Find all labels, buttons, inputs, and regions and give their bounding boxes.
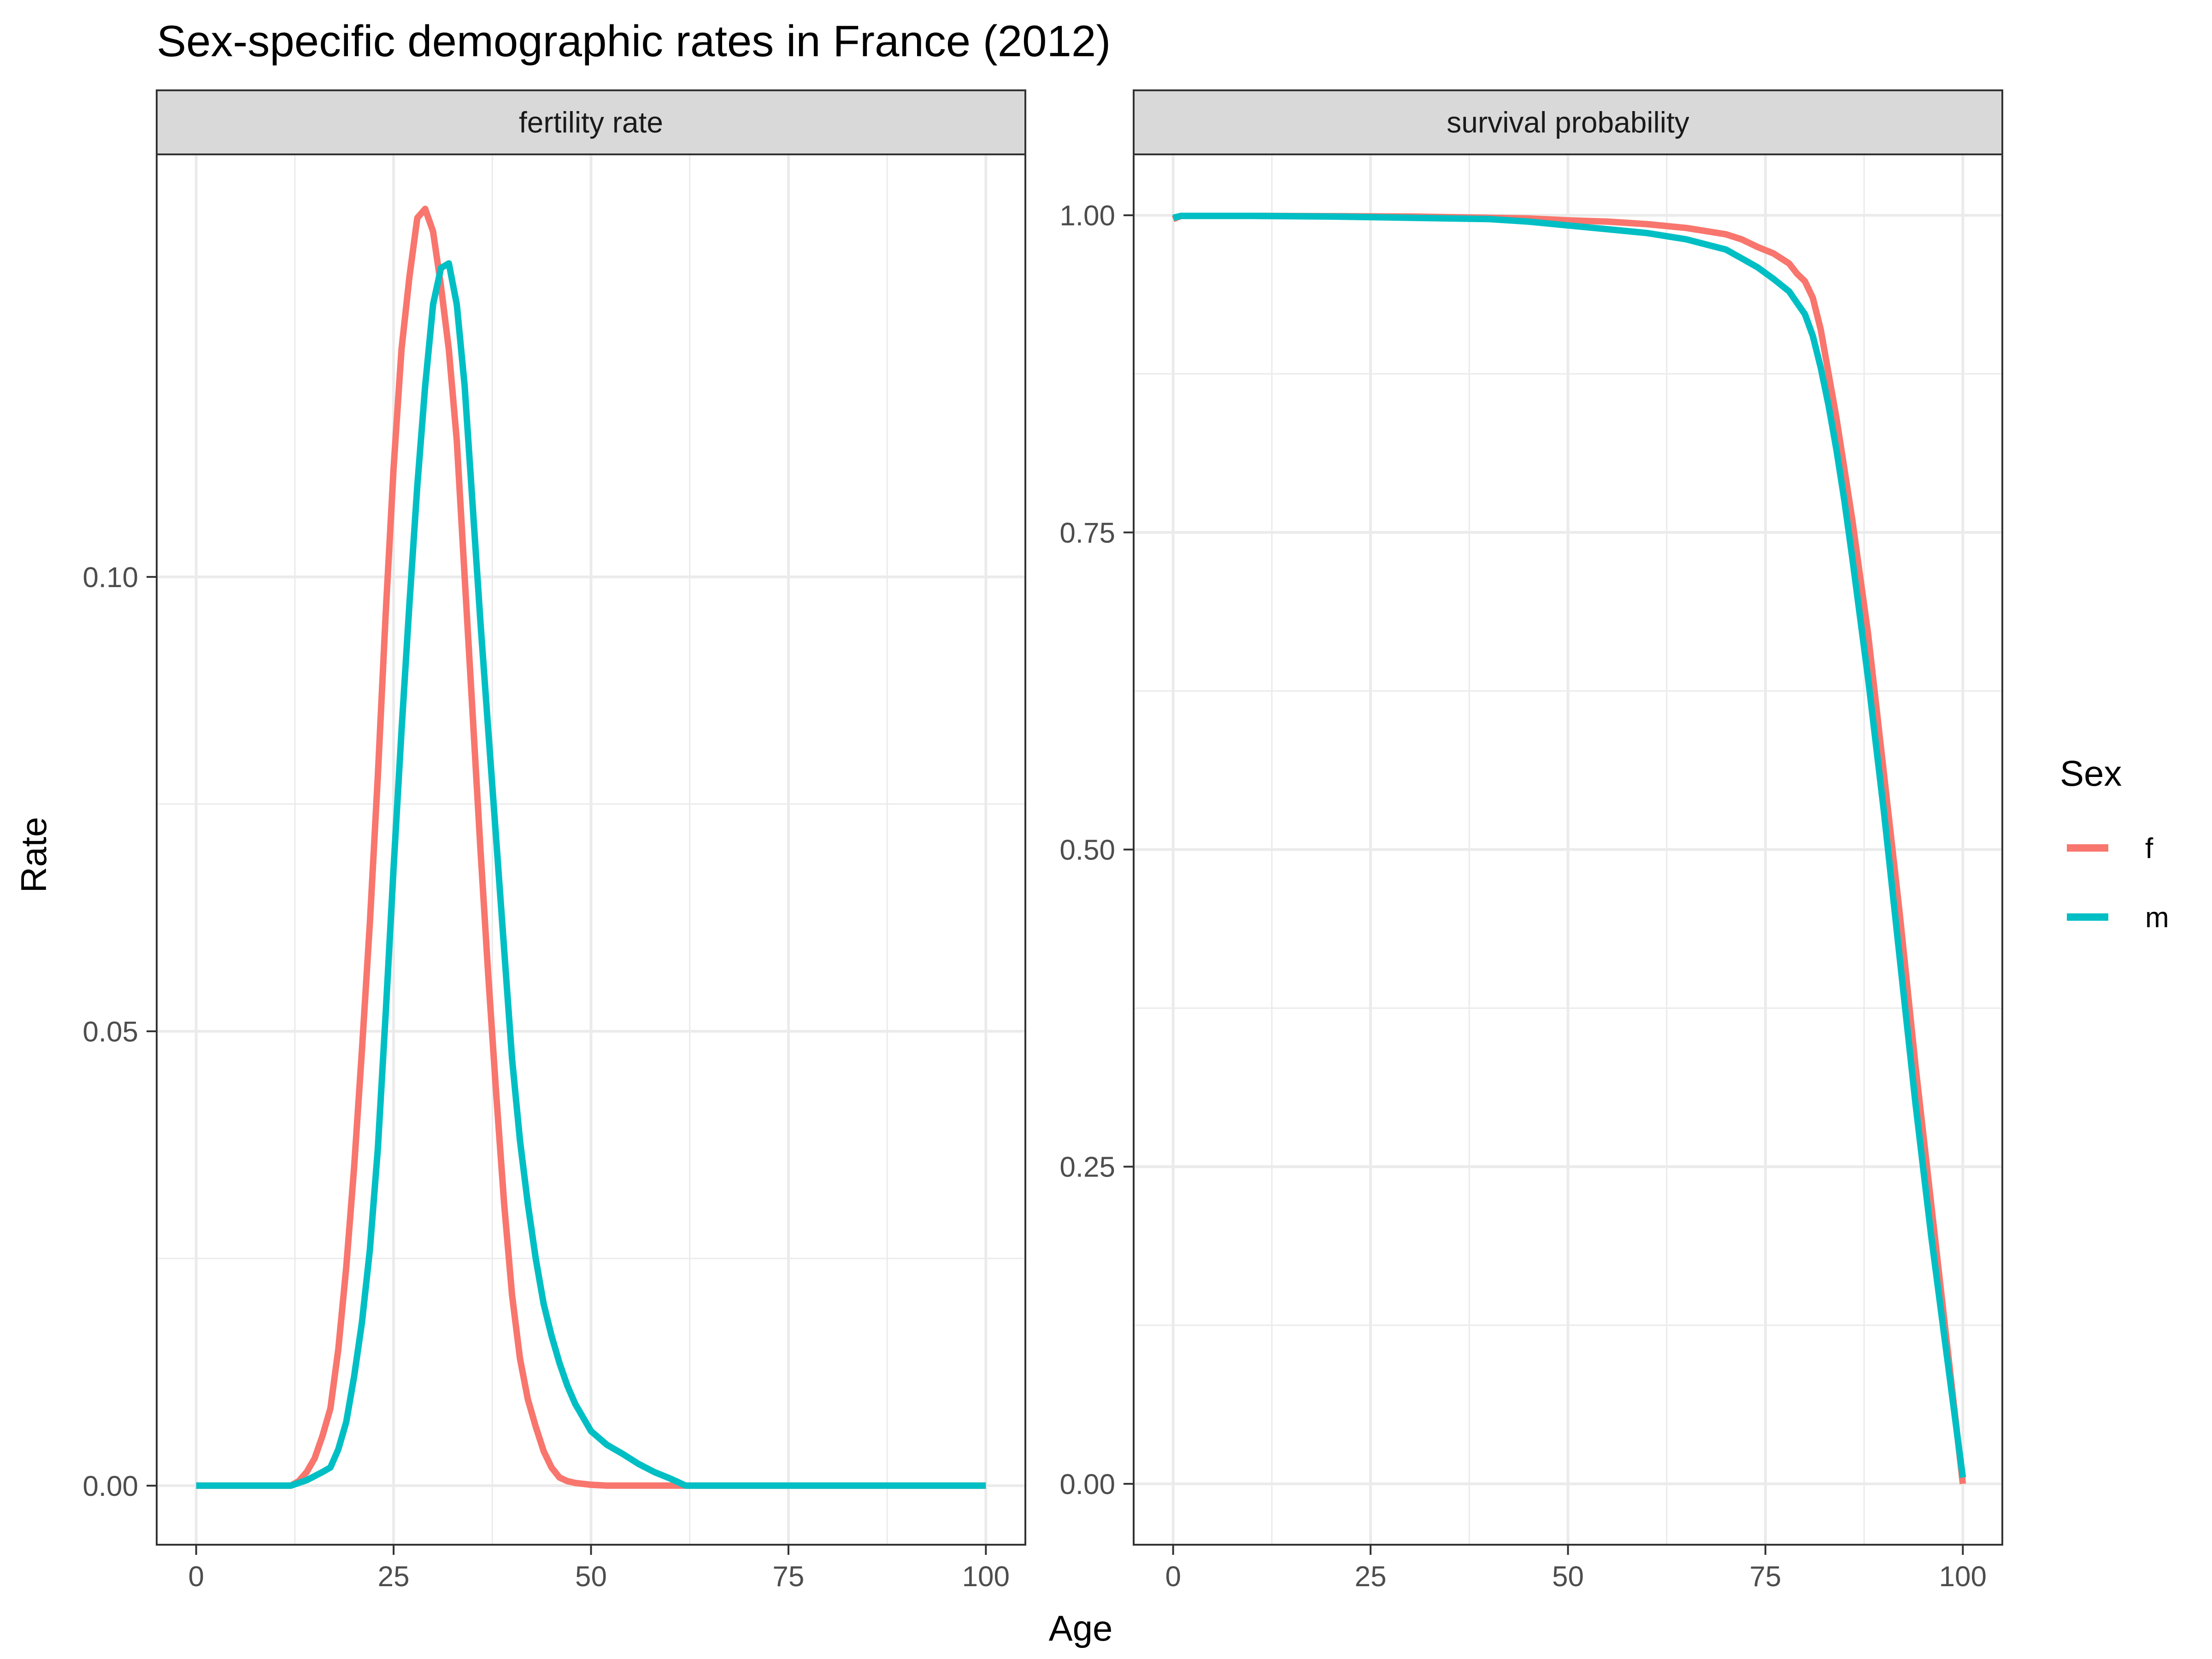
facet-strip xyxy=(156,89,1026,155)
y-tick-label: 0.00 xyxy=(82,1471,138,1502)
series-line-m xyxy=(1172,212,1966,1478)
chart-title: Sex-specific demographic rates in France… xyxy=(157,17,1111,66)
legend-label-f: f xyxy=(2145,833,2153,865)
y-tick-label: 0.10 xyxy=(82,562,138,594)
panel-survival-probability: survival probability 0 25 50 75 100 0.00 0.25 0.… xyxy=(1059,89,2003,1593)
y-tick-label: 0.25 xyxy=(1059,1152,1115,1183)
series-line-f xyxy=(196,206,986,1489)
legend: Sex f m xyxy=(2060,753,2169,934)
facet-strip xyxy=(1133,89,2003,155)
y-tick-label: 1.00 xyxy=(1059,200,1115,232)
panel-fertility-rate: fertility rate 0 25 50 75 100 0.00 0.05 0.10 xyxy=(82,89,1026,1593)
x-tick-label: 50 xyxy=(575,1561,607,1593)
x-tick-label: 0 xyxy=(188,1561,204,1593)
legend-title: Sex xyxy=(2060,753,2122,794)
x-tick-label: 100 xyxy=(1939,1561,1987,1593)
y-tick-label: 0.75 xyxy=(1059,517,1115,549)
series-line-m xyxy=(196,260,986,1489)
legend-label-m: m xyxy=(2145,902,2169,934)
x-tick-label: 75 xyxy=(772,1561,804,1593)
y-tick-label: 0.50 xyxy=(1059,835,1115,866)
x-tick-label: 100 xyxy=(962,1561,1010,1593)
y-tick-label: 0.05 xyxy=(82,1016,138,1048)
x-tick-label: 75 xyxy=(1749,1561,1781,1593)
y-tick-label: 0.00 xyxy=(1059,1469,1115,1500)
x-axis-title: Age xyxy=(1049,1608,1113,1648)
y-axis-title: Rate xyxy=(13,817,54,893)
facet-strip-label-fertility-rate: fertility rate xyxy=(519,106,663,139)
facet-strip-label-survival-probability: survival probability xyxy=(1447,106,1689,139)
x-tick-label: 0 xyxy=(1165,1561,1181,1593)
x-tick-label: 25 xyxy=(378,1561,410,1593)
x-tick-label: 25 xyxy=(1355,1561,1387,1593)
x-tick-label: 50 xyxy=(1552,1561,1584,1593)
